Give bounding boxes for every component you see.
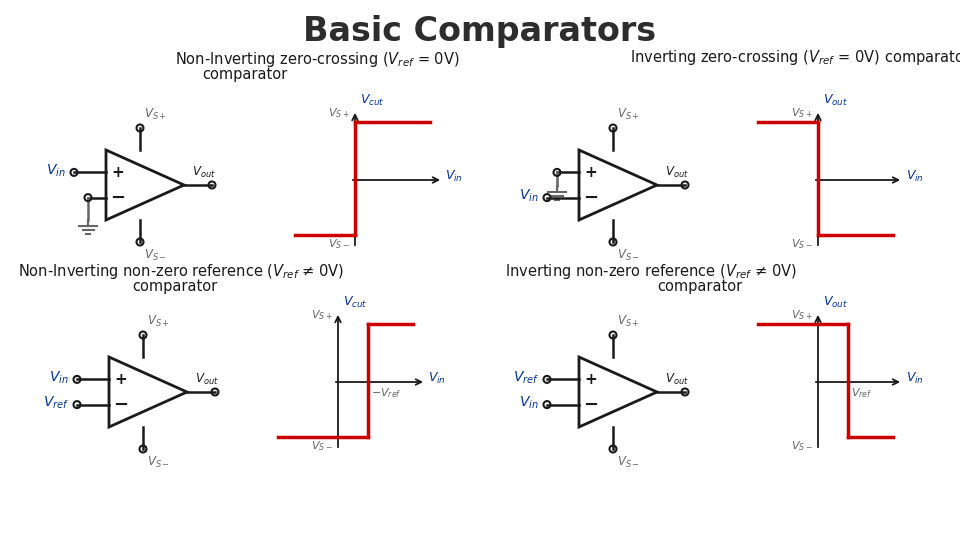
Text: $V_{in}$: $V_{in}$	[906, 370, 924, 386]
Text: −: −	[110, 188, 125, 207]
Text: comparator: comparator	[203, 67, 288, 82]
Text: Non-Inverting zero-crossing ($V_{ref}$ = 0V): Non-Inverting zero-crossing ($V_{ref}$ =…	[175, 50, 460, 69]
Text: $V_{S-}$: $V_{S-}$	[147, 455, 170, 470]
Text: $V_{S-}$: $V_{S-}$	[617, 248, 640, 263]
Text: −: −	[113, 396, 129, 414]
Text: $V_{ref}$: $V_{ref}$	[43, 394, 69, 411]
Text: +: +	[585, 165, 597, 180]
Text: +: +	[111, 165, 124, 180]
Text: $V_{S+}$: $V_{S+}$	[147, 314, 170, 329]
Text: comparator: comparator	[658, 279, 743, 294]
Text: $V_{in}$: $V_{in}$	[428, 370, 446, 386]
Text: $V_{in}$: $V_{in}$	[519, 187, 539, 204]
Text: $V_{out}$: $V_{out}$	[192, 165, 216, 180]
Text: $V_{S-}$: $V_{S-}$	[328, 237, 350, 251]
Text: $V_{S+}$: $V_{S+}$	[617, 107, 640, 122]
Text: $V_{out}$: $V_{out}$	[665, 165, 688, 180]
Text: $V_{out}$: $V_{out}$	[665, 372, 688, 387]
Text: $V_{S+}$: $V_{S+}$	[791, 106, 813, 120]
Text: $V_{S-}$: $V_{S-}$	[791, 237, 813, 251]
Text: $V_{S+}$: $V_{S+}$	[617, 314, 640, 329]
Text: $V_{out}$: $V_{out}$	[823, 295, 848, 310]
Text: $V_{in}$: $V_{in}$	[519, 394, 539, 411]
Text: Inverting zero-crossing ($V_{ref}$ = 0V) comparator: Inverting zero-crossing ($V_{ref}$ = 0V)…	[630, 48, 960, 67]
Text: $V_{ref}$: $V_{ref}$	[513, 369, 539, 386]
Text: $V_{S-}$: $V_{S-}$	[791, 439, 813, 453]
Text: $V_{S-}$: $V_{S-}$	[617, 455, 640, 470]
Text: $V_{out}$: $V_{out}$	[823, 93, 848, 108]
Text: $V_{S+}$: $V_{S+}$	[791, 308, 813, 322]
Text: $V_{in}$: $V_{in}$	[906, 168, 924, 184]
Text: −: −	[583, 188, 598, 207]
Text: $V_{in}$: $V_{in}$	[445, 168, 463, 184]
Text: $V_{S-}$: $V_{S-}$	[311, 439, 333, 453]
Text: $V_{S+}$: $V_{S+}$	[328, 106, 350, 120]
Text: $V_{S-}$: $V_{S-}$	[144, 248, 167, 263]
Text: $V_{in}$: $V_{in}$	[46, 162, 66, 179]
Text: Inverting non-zero reference ($V_{ref}$ ≠ 0V): Inverting non-zero reference ($V_{ref}$ …	[505, 262, 797, 281]
Text: +: +	[585, 372, 597, 387]
Text: $V_{cut}$: $V_{cut}$	[343, 295, 368, 310]
Text: $V_{S+}$: $V_{S+}$	[311, 308, 333, 322]
Text: $V_{ref}$: $V_{ref}$	[851, 386, 873, 400]
Text: $V_{cut}$: $V_{cut}$	[360, 93, 385, 108]
Text: comparator: comparator	[132, 279, 218, 294]
Text: −: −	[583, 396, 598, 414]
Text: $-V_{ref}$: $-V_{ref}$	[371, 386, 401, 400]
Text: $V_{out}$: $V_{out}$	[195, 372, 219, 387]
Text: $V_{in}$: $V_{in}$	[49, 369, 69, 386]
Text: Basic Comparators: Basic Comparators	[303, 15, 657, 48]
Text: $V_{S+}$: $V_{S+}$	[144, 107, 167, 122]
Text: Non-Inverting non-zero reference ($V_{ref}$ ≠ 0V): Non-Inverting non-zero reference ($V_{re…	[18, 262, 345, 281]
Text: +: +	[114, 372, 127, 387]
